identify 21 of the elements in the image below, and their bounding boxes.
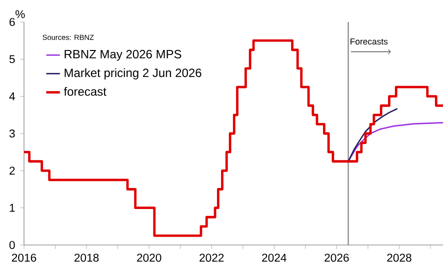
line-series — [348, 108, 398, 162]
x-tick-label: 2024 — [262, 254, 286, 262]
x-tick-label: 2026 — [324, 254, 349, 262]
line-series — [348, 122, 444, 162]
legend-label: Market pricing 2 Jun 2026 — [64, 68, 202, 80]
ref-line-label: Forecasts — [350, 38, 388, 45]
y-tick-label: 3 — [9, 130, 15, 138]
y-tick-label: 1 — [10, 204, 15, 212]
y-tick-label: 0 — [9, 241, 15, 250]
y-tick-label: 6 — [10, 18, 15, 26]
y-tick-label: 4 — [9, 92, 15, 100]
x-tick-label: 2028 — [387, 254, 412, 262]
x-tick-label: 2020 — [137, 254, 162, 262]
y-tick-label: 2 — [10, 166, 15, 175]
y-axis-title: % — [16, 10, 25, 18]
x-tick-label: 2018 — [74, 254, 99, 262]
legend-label: RBNZ May 2026 MPS — [64, 50, 182, 61]
x-tick-label: 2016 — [12, 254, 36, 262]
y-tick-label: 5 — [9, 55, 15, 64]
legend-label: forecast — [64, 86, 106, 96]
x-tick-label: 2022 — [200, 254, 224, 262]
